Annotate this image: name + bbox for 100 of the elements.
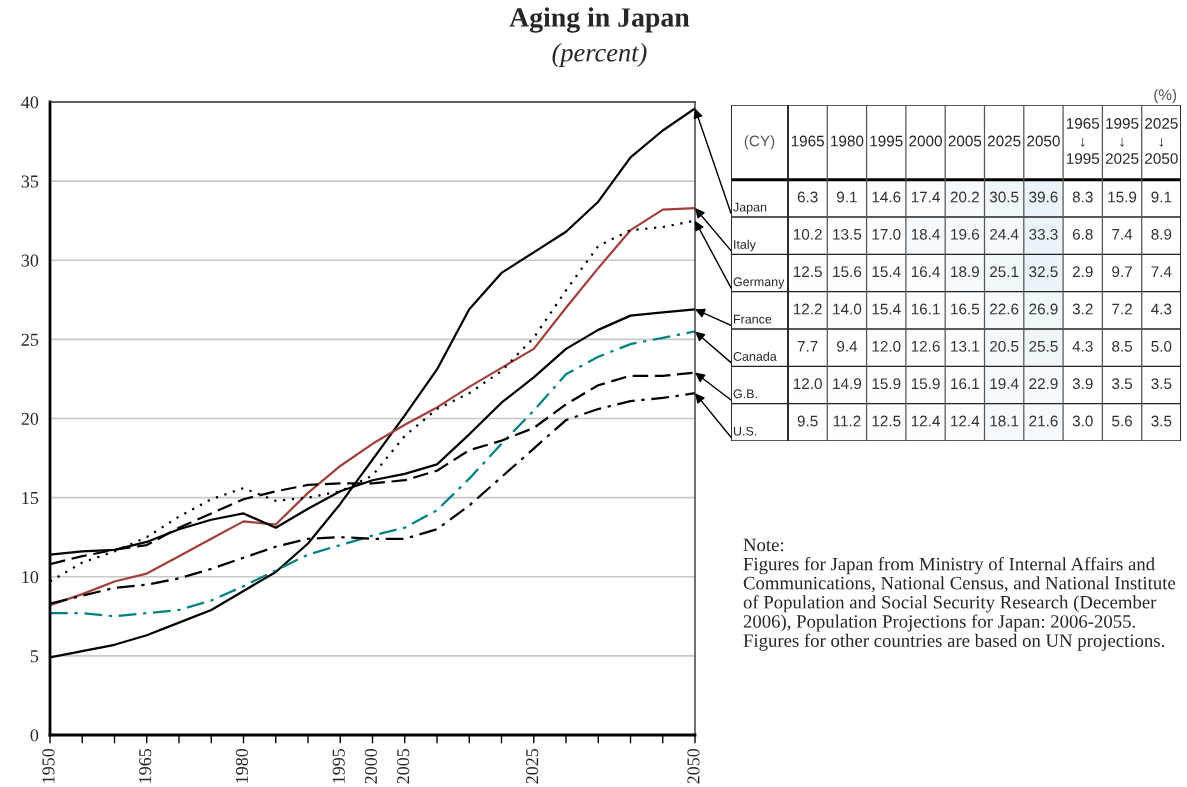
text: Note: bbox=[743, 538, 784, 552]
y-tick-label: Canada bbox=[733, 351, 777, 361]
data-label: 19.4 bbox=[990, 378, 1019, 390]
data-label: 3.0 bbox=[1072, 415, 1093, 427]
chart-title: Aging in Japan bbox=[509, 7, 690, 33]
data-label: 12.5 bbox=[793, 266, 822, 278]
data-label: 7.4 bbox=[1112, 229, 1133, 240]
data-label: 3.5 bbox=[1112, 378, 1133, 390]
x-tick-label: 1995 bbox=[870, 135, 903, 147]
data-label: 16.1 bbox=[951, 378, 979, 390]
data-label: 8.5 bbox=[1112, 340, 1133, 352]
text: (%) bbox=[1154, 88, 1177, 104]
data-label: 15.9 bbox=[1108, 191, 1137, 203]
x-tick-label: 2025 bbox=[987, 135, 1021, 147]
data-label: 13.5 bbox=[833, 228, 862, 240]
y-tick-label: 15 bbox=[22, 491, 39, 505]
x-tick-label: 1965 ↓ 1995 bbox=[1066, 118, 1100, 164]
data-label: 18.4 bbox=[911, 228, 940, 240]
x-tick-label: 1980 bbox=[235, 748, 249, 783]
data-label: 8.9 bbox=[1151, 228, 1172, 240]
data-label: 6.8 bbox=[1072, 228, 1093, 240]
data-label: 15.9 bbox=[911, 378, 940, 390]
data-label: 20.5 bbox=[990, 340, 1019, 352]
data-label: 14.6 bbox=[872, 191, 901, 203]
data-label: 4.3 bbox=[1151, 303, 1172, 315]
data-label: 15.9 bbox=[872, 378, 901, 390]
x-tick-label: 1995 bbox=[332, 748, 345, 783]
data-label: 16.5 bbox=[951, 303, 980, 315]
data-label: 7.7 bbox=[797, 341, 818, 352]
x-tick-label: 2050 bbox=[1027, 135, 1060, 147]
x-axis-title: (CY) bbox=[744, 135, 775, 150]
data-label: 21.6 bbox=[1029, 415, 1058, 427]
data-label: 12.6 bbox=[911, 340, 940, 352]
y-tick-label: 40 bbox=[21, 96, 39, 109]
y-tick-label: 25 bbox=[21, 333, 39, 346]
data-label: 10.2 bbox=[793, 228, 822, 240]
data-label: 33.3 bbox=[1029, 228, 1058, 240]
y-tick-label: Italy bbox=[734, 239, 756, 252]
data-label: 9.1 bbox=[1151, 191, 1172, 203]
data-label: 7.4 bbox=[1151, 266, 1172, 277]
data-label: 12.5 bbox=[872, 415, 901, 427]
data-label: 16.1 bbox=[911, 303, 940, 315]
data-label: 9.4 bbox=[837, 340, 858, 352]
data-label: 14.0 bbox=[833, 303, 862, 315]
data-label: 9.7 bbox=[1112, 266, 1132, 278]
x-tick-label: 1995 ↓ 2025 bbox=[1105, 118, 1139, 164]
y-tick-label: France bbox=[733, 314, 772, 324]
x-tick-label: 2000 bbox=[364, 748, 378, 784]
y-tick-label: Japan bbox=[733, 202, 767, 215]
y-tick-label: 5 bbox=[30, 650, 39, 663]
data-label: 25.1 bbox=[990, 266, 1019, 278]
data-label: 6.3 bbox=[797, 191, 818, 203]
x-tick-label: 2025 ↓ 2050 bbox=[1145, 118, 1178, 164]
data-label: 2.9 bbox=[1072, 266, 1093, 278]
data-label: 7.2 bbox=[1112, 303, 1132, 315]
x-tick-label: 1980 bbox=[831, 135, 864, 147]
y-tick-label: 0 bbox=[30, 729, 39, 742]
x-tick-label: 2000 bbox=[909, 135, 942, 147]
data-label: 4.3 bbox=[1072, 340, 1093, 352]
data-label: 12.0 bbox=[793, 378, 822, 390]
data-label: 15.6 bbox=[833, 266, 862, 278]
data-label: 17.4 bbox=[911, 191, 940, 203]
text: Figures for Japan from Ministry of Internal Affairs and Communications, National Census, and National Institute of Population and Social Security Research (December 2006), Population Projections for Japan: 2006-2055. bbox=[743, 556, 1176, 632]
data-label: 11.2 bbox=[833, 415, 861, 427]
x-tick-label: 1950 bbox=[42, 748, 55, 783]
data-label: 20.2 bbox=[950, 191, 979, 203]
y-tick-label: Germany bbox=[733, 277, 785, 289]
data-label: 5.0 bbox=[1151, 340, 1172, 352]
chart-subtitle: (percent) bbox=[552, 43, 647, 67]
data-label: 3.2 bbox=[1072, 303, 1093, 315]
data-label: 15.4 bbox=[872, 266, 901, 278]
data-label: 17.0 bbox=[872, 228, 901, 240]
data-label: 39.6 bbox=[1029, 191, 1058, 203]
data-label: 15.4 bbox=[872, 303, 901, 315]
y-tick-label: 20 bbox=[21, 412, 39, 425]
text: Figures for other countries are based on UN projections. bbox=[743, 633, 1165, 651]
y-tick-label: 35 bbox=[21, 175, 39, 188]
y-tick-label: 10 bbox=[22, 571, 39, 584]
data-label: 3.5 bbox=[1151, 415, 1172, 427]
data-label: 5.6 bbox=[1112, 415, 1132, 427]
data-label: 12.4 bbox=[911, 415, 940, 427]
data-label: 22.6 bbox=[990, 303, 1019, 315]
data-label: 9.1 bbox=[837, 191, 857, 203]
data-label: 8.3 bbox=[1072, 191, 1093, 203]
data-label: 32.5 bbox=[1029, 266, 1058, 278]
data-label: 19.6 bbox=[951, 228, 980, 240]
data-label: 18.9 bbox=[951, 266, 979, 278]
data-label: 22.9 bbox=[1029, 378, 1058, 390]
x-tick-label: 2005 bbox=[948, 135, 982, 147]
y-tick-label: U.S. bbox=[733, 426, 757, 436]
data-label: 16.4 bbox=[911, 266, 940, 278]
y-tick-label: 30 bbox=[21, 254, 39, 267]
x-tick-label: 2025 bbox=[526, 748, 539, 784]
data-label: 9.5 bbox=[797, 415, 818, 427]
data-label: 13.1 bbox=[951, 340, 979, 352]
x-tick-label: 1965 bbox=[791, 135, 824, 147]
data-label: 3.9 bbox=[1072, 378, 1093, 390]
data-label: 3.5 bbox=[1151, 378, 1172, 390]
data-label: 12.4 bbox=[951, 415, 980, 427]
data-label: 12.2 bbox=[793, 303, 822, 315]
